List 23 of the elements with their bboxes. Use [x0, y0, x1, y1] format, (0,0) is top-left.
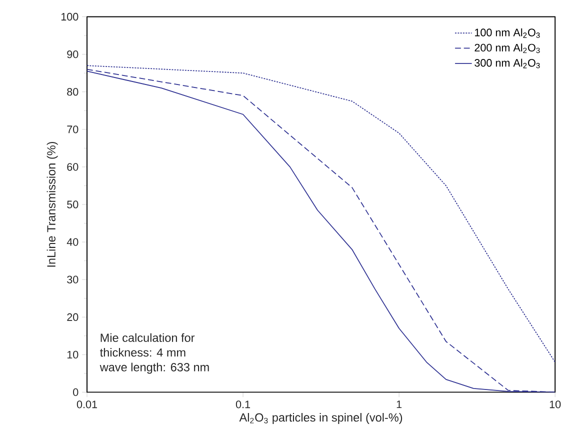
legend-label: 300 nm Al$_{2}$O$_{3}$ — [474, 58, 540, 68]
annotation: wave length: 633 nm — [100, 362, 209, 374]
y-tick-label: 70 — [67, 125, 78, 134]
y-tick-label: 10 — [67, 350, 78, 358]
x-tick-label: 0.1 — [236, 400, 250, 408]
y-tick-label: 80 — [67, 88, 78, 96]
y-tick-label: 50 — [67, 200, 78, 208]
annotation: Mie calculation for — [100, 333, 195, 342]
y-tick-label: 30 — [67, 276, 78, 284]
legend-label: 100 nm Al$_{2}$O$_{3}$ — [475, 28, 540, 38]
y-tick-label: 0 — [73, 388, 78, 396]
x-tick-label: 1 — [396, 400, 402, 408]
y-tick-label: 100 — [61, 12, 78, 20]
y-tick-label: 20 — [67, 313, 78, 321]
y-tick-label: 40 — [66, 238, 78, 246]
y-tick-label: 90 — [67, 50, 78, 58]
x-axis-title: Al$_{2}$O$_{3}$ particles in spinel (vol-%) — [239, 412, 402, 424]
x-tick-label: 10 — [550, 400, 561, 408]
x-tick-label: 0.01 — [76, 400, 97, 408]
legend-label: 200 nm Al$_{2}$O$_{3}$ — [474, 43, 540, 53]
annotation: thickness: 4 mm — [100, 348, 186, 356]
y-tick-label: 60 — [67, 162, 78, 171]
y-axis-title: InLine Transmission (%) — [46, 142, 58, 266]
